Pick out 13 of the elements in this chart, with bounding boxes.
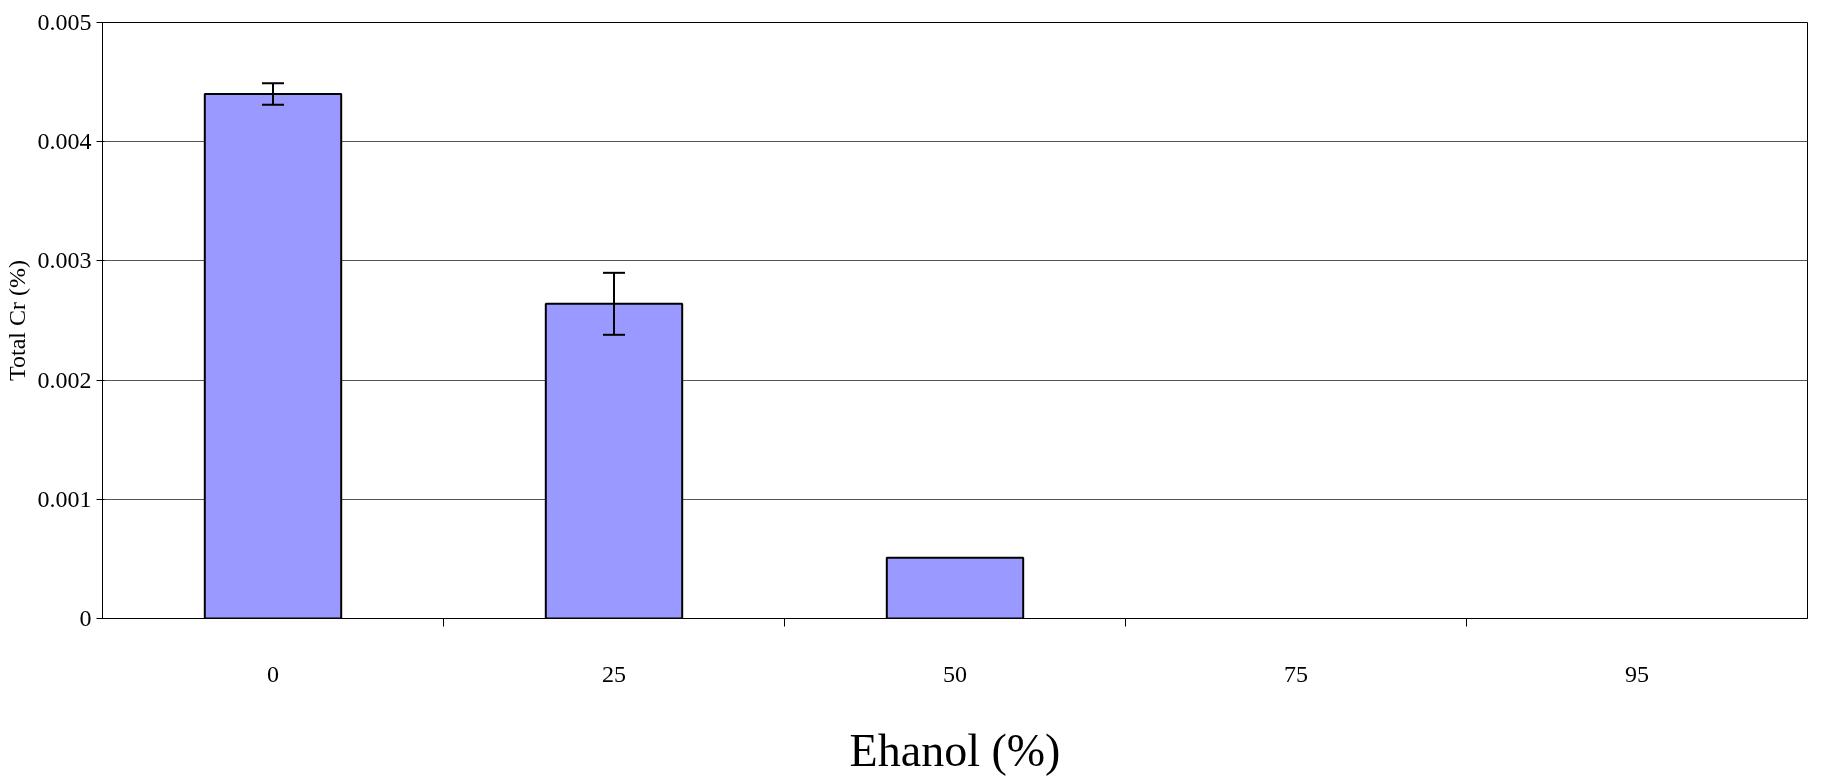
y-tick-label: 0.004 (37, 128, 92, 155)
y-tick-label: 0.005 (37, 9, 92, 35)
x-tick-label: 50 (943, 660, 967, 687)
x-tick-label: 0 (267, 660, 279, 687)
x-axis-title: Ehanol (%) (849, 724, 1061, 776)
y-tick-label: 0.003 (37, 247, 92, 274)
y-axis-title: Total Cr (%) (3, 260, 30, 381)
y-tick-label: 0 (79, 605, 92, 631)
y-tick-label: 0.001 (37, 485, 92, 512)
y-tick-label: 0.002 (37, 366, 92, 393)
x-tick-label: 25 (602, 660, 626, 687)
x-tick-label: 95 (1625, 660, 1649, 687)
x-tick-label: 75 (1284, 660, 1308, 687)
